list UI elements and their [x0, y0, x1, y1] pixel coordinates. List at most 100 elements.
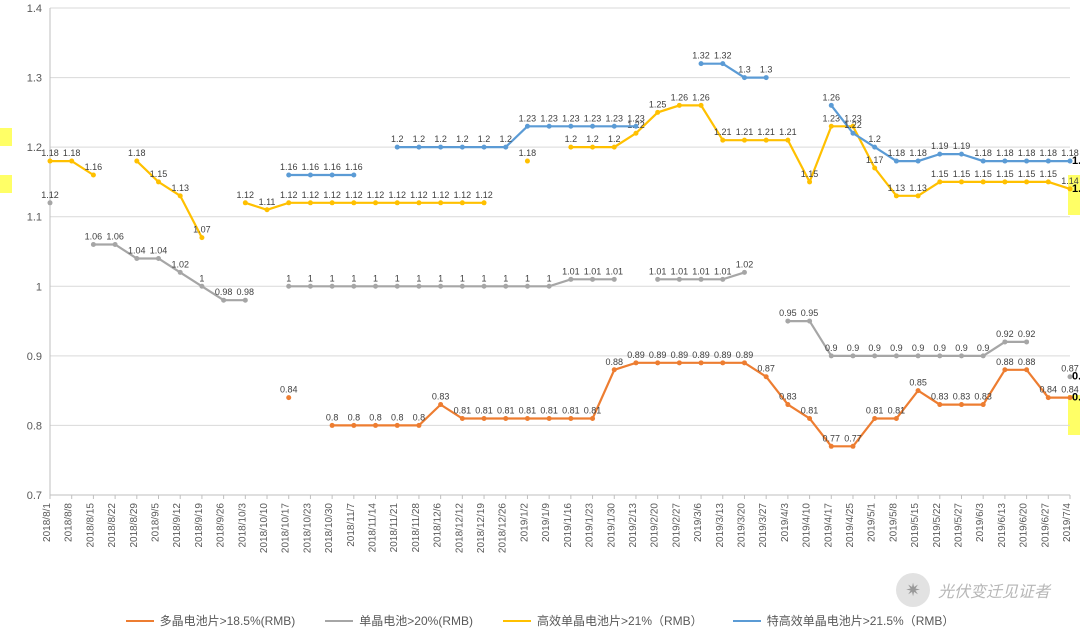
svg-text:1.13: 1.13 [171, 183, 189, 193]
svg-text:0.81: 0.81 [866, 405, 884, 415]
svg-text:1.26: 1.26 [692, 92, 710, 102]
legend-swatch [325, 620, 353, 622]
svg-text:2018/10/17: 2018/10/17 [281, 503, 292, 553]
svg-text:1.02: 1.02 [736, 259, 754, 269]
svg-text:1.2: 1.2 [413, 134, 426, 144]
svg-text:2018/11/7: 2018/11/7 [346, 503, 357, 547]
svg-text:0.81: 0.81 [475, 405, 493, 415]
svg-text:1.18: 1.18 [888, 148, 906, 158]
svg-text:1: 1 [36, 281, 42, 293]
svg-text:1.12: 1.12 [41, 190, 59, 200]
svg-text:2019/2/13: 2019/2/13 [628, 503, 639, 548]
svg-text:1.17: 1.17 [866, 155, 884, 165]
svg-text:2018/12/19: 2018/12/19 [476, 503, 487, 553]
svg-text:0.98: 0.98 [215, 287, 233, 297]
svg-text:0.83: 0.83 [779, 392, 797, 402]
svg-text:1.12: 1.12 [367, 190, 385, 200]
svg-text:0.9: 0.9 [977, 343, 990, 353]
svg-text:1.21: 1.21 [714, 127, 732, 137]
svg-text:1.12: 1.12 [432, 190, 450, 200]
svg-text:2018/10/30: 2018/10/30 [324, 503, 335, 553]
svg-text:2019/7/4: 2019/7/4 [1062, 503, 1073, 542]
svg-text:2018/10/10: 2018/10/10 [259, 503, 270, 553]
svg-text:1.32: 1.32 [714, 51, 732, 61]
svg-text:2019/6/20: 2019/6/20 [1019, 503, 1030, 548]
svg-text:1: 1 [416, 273, 421, 283]
svg-text:1.23: 1.23 [584, 113, 602, 123]
svg-text:1: 1 [286, 273, 291, 283]
svg-text:1.18: 1.18 [63, 148, 81, 158]
svg-text:0.81: 0.81 [562, 405, 580, 415]
svg-text:0.9: 0.9 [912, 343, 925, 353]
svg-text:1.15: 1.15 [1040, 169, 1058, 179]
svg-text:0.77: 0.77 [844, 433, 862, 443]
svg-text:0.92: 0.92 [996, 329, 1014, 339]
svg-text:0.83: 0.83 [931, 392, 949, 402]
svg-text:2019/4/17: 2019/4/17 [823, 503, 834, 548]
svg-text:1.15: 1.15 [996, 169, 1014, 179]
legend-label: 高效单晶电池片>21%（RMB） [537, 612, 703, 629]
svg-text:2019/1/9: 2019/1/9 [541, 503, 552, 542]
svg-text:1: 1 [525, 273, 530, 283]
svg-text:2019/3/6: 2019/3/6 [693, 503, 704, 542]
svg-text:2018/11/28: 2018/11/28 [411, 503, 422, 553]
svg-text:1: 1 [373, 273, 378, 283]
svg-text:2019/4/25: 2019/4/25 [845, 503, 856, 548]
svg-text:1.25: 1.25 [649, 99, 667, 109]
svg-text:2018/11/21: 2018/11/21 [389, 503, 400, 553]
svg-text:0.77: 0.77 [823, 433, 841, 443]
svg-text:1.2: 1.2 [499, 134, 512, 144]
svg-text:0.9: 0.9 [868, 343, 881, 353]
svg-text:1.15: 1.15 [150, 169, 168, 179]
svg-text:2018/10/23: 2018/10/23 [302, 503, 313, 553]
svg-text:0.83: 0.83 [953, 392, 971, 402]
svg-text:1.26: 1.26 [671, 92, 689, 102]
svg-text:2018/8/8: 2018/8/8 [64, 503, 75, 542]
svg-text:1: 1 [482, 273, 487, 283]
svg-text:0.92: 0.92 [1018, 329, 1036, 339]
svg-text:1.21: 1.21 [736, 127, 754, 137]
svg-text:1.15: 1.15 [931, 169, 949, 179]
svg-text:2018/8/29: 2018/8/29 [129, 503, 140, 548]
svg-text:1.4: 1.4 [27, 3, 42, 15]
svg-text:1.23: 1.23 [519, 113, 537, 123]
svg-text:1.19: 1.19 [931, 141, 949, 151]
svg-text:1.18: 1.18 [128, 148, 146, 158]
svg-text:1.16: 1.16 [345, 162, 363, 172]
svg-text:0.89: 0.89 [692, 350, 710, 360]
svg-text:1.11: 1.11 [259, 197, 276, 207]
svg-text:1.16: 1.16 [302, 162, 320, 172]
svg-text:1.22: 1.22 [844, 120, 862, 130]
svg-text:0.830: 0.830 [1072, 392, 1080, 404]
svg-text:2018/11/14: 2018/11/14 [368, 503, 379, 553]
svg-text:0.89: 0.89 [671, 350, 689, 360]
svg-text:1.26: 1.26 [823, 92, 841, 102]
svg-text:1.12: 1.12 [302, 190, 320, 200]
svg-text:0.83: 0.83 [974, 392, 992, 402]
svg-text:0.81: 0.81 [540, 405, 558, 415]
svg-text:1.3: 1.3 [760, 65, 773, 75]
svg-text:0.9: 0.9 [847, 343, 860, 353]
svg-text:1: 1 [503, 273, 508, 283]
svg-text:2019/2/27: 2019/2/27 [671, 503, 682, 548]
chart-container: { "chart": { "type": "line", "width": 10… [0, 0, 1080, 635]
svg-text:1.06: 1.06 [85, 232, 103, 242]
svg-text:2019/5/8: 2019/5/8 [888, 503, 899, 542]
svg-text:0.9: 0.9 [890, 343, 903, 353]
svg-text:2019/3/27: 2019/3/27 [758, 503, 769, 548]
legend-item-mono215: 特高效单晶电池片>21.5%（RMB） [733, 612, 955, 629]
svg-text:0.85: 0.85 [909, 378, 927, 388]
svg-text:0.9: 0.9 [27, 351, 42, 363]
svg-text:1.2: 1.2 [608, 134, 621, 144]
svg-text:2018/10/3: 2018/10/3 [237, 503, 248, 548]
svg-text:1.01: 1.01 [692, 266, 710, 276]
svg-text:2018/12/12: 2018/12/12 [454, 503, 465, 553]
series-mono20 [93, 245, 1070, 377]
svg-text:1: 1 [460, 273, 465, 283]
svg-text:1.18: 1.18 [41, 148, 59, 158]
svg-text:2019/1/16: 2019/1/16 [563, 503, 574, 548]
svg-text:2018/8/15: 2018/8/15 [85, 503, 96, 548]
svg-text:1.1: 1.1 [27, 212, 42, 224]
svg-text:0.87: 0.87 [757, 364, 775, 374]
svg-text:0.88: 0.88 [996, 357, 1014, 367]
